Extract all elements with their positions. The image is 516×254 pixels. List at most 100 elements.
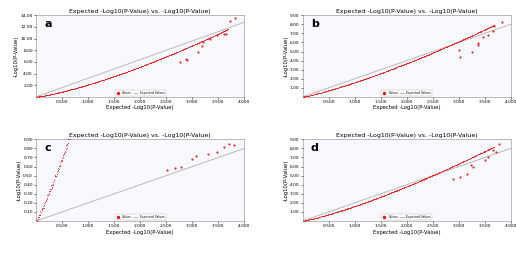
Point (56, 90, 64, 94)
Point (478, 151, 487, 155)
Point (467, 34, 476, 38)
Point (463, 35, 472, 39)
Point (58, 159, 66, 163)
Point (402, 61, 410, 66)
Point (220, 29, 228, 33)
Point (106, 75, 115, 80)
Point (424, 175, 432, 179)
Point (413, 180, 421, 184)
Point (82, 90, 90, 94)
Point (179, 47, 187, 52)
Point (335, 85, 344, 89)
Point (147, 60, 155, 65)
Point (437, 170, 445, 174)
Point (37, 94, 45, 98)
Point (42, 93, 51, 97)
Point (476, 30, 484, 34)
Point (487, 25, 495, 29)
Point (354, 79, 362, 83)
Point (114, 73, 122, 77)
Point (479, 150, 488, 154)
Point (384, 68, 393, 72)
Point (489, 148, 497, 152)
Point (320, 90, 328, 94)
Point (368, 198, 377, 202)
Point (106, 10, 115, 14)
Point (458, 38, 466, 42)
Point (452, 40, 460, 44)
Point (129, 68, 137, 72)
Point (177, 165, 185, 169)
Point (85, 82, 93, 86)
Point (94, 79, 103, 83)
Point (300, 218, 309, 223)
Point (201, 38, 209, 42)
Point (108, 75, 116, 79)
X-axis label: Expected -Log10(P-Value): Expected -Log10(P-Value) (373, 105, 441, 110)
Point (397, 64, 405, 68)
Point (412, 58, 420, 62)
Point (417, 55, 426, 59)
Point (376, 195, 384, 199)
Point (305, 93, 313, 98)
Point (54, 90, 62, 94)
Point (467, 155, 476, 160)
Point (299, 94, 308, 99)
Point (168, 52, 176, 56)
Point (64, 136, 73, 140)
Point (413, 180, 421, 184)
Point (431, 50, 439, 54)
Point (132, 66, 140, 70)
Point (466, 156, 474, 161)
Point (482, 27, 491, 31)
Point (157, 56, 166, 60)
Point (364, 199, 373, 203)
Point (358, 201, 366, 205)
Point (95, 46, 103, 50)
Point (36, 94, 44, 98)
Point (322, 213, 331, 217)
Point (340, 84, 348, 88)
Point (91, 81, 99, 85)
Point (474, 31, 482, 35)
Point (91, 58, 100, 62)
Point (127, 68, 135, 72)
Point (79, 84, 87, 88)
Point (404, 61, 412, 65)
Point (151, 59, 159, 63)
Point (53, 171, 61, 176)
Point (381, 193, 390, 197)
Point (87, 82, 95, 86)
Point (212, 33, 220, 37)
Point (101, 27, 109, 31)
Point (74, 113, 82, 117)
Point (466, 34, 475, 38)
Point (327, 212, 335, 216)
Point (77, 85, 85, 89)
Point (217, 30, 225, 35)
Point (373, 73, 381, 77)
Point (348, 81, 357, 85)
Point (408, 59, 416, 63)
Point (384, 192, 393, 196)
Point (343, 207, 351, 211)
Point (489, 145, 497, 149)
Point (353, 80, 361, 84)
Point (68, 129, 76, 133)
Point (335, 85, 343, 89)
Point (470, 33, 478, 37)
Point (453, 163, 461, 167)
Point (442, 167, 450, 171)
Point (430, 50, 439, 54)
Point (336, 85, 344, 89)
Point (366, 75, 375, 79)
Point (460, 159, 469, 163)
Point (99, 78, 107, 82)
Point (368, 74, 376, 78)
Point (475, 152, 483, 156)
Point (95, 79, 104, 83)
Point (460, 159, 468, 163)
Point (334, 210, 343, 214)
Point (127, 68, 136, 72)
Point (423, 176, 431, 180)
